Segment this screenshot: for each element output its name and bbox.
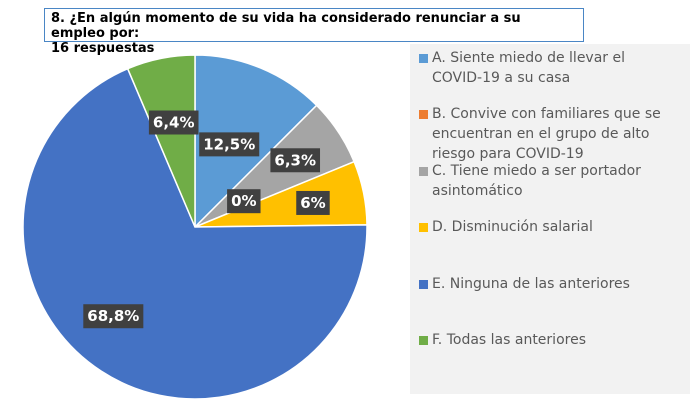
data-label-box-c xyxy=(270,148,321,173)
data-label-d: 6% xyxy=(296,190,330,215)
data-label-box-f xyxy=(148,110,199,135)
data-label-c: 6,3% xyxy=(270,148,321,173)
chart-title-line1: 8. ¿En algún momento de su vida ha consi… xyxy=(51,11,521,41)
pie-chart: 12,5% 0% 6,3% 6% 68,8% 6,4% xyxy=(22,54,368,400)
pie-slice-f xyxy=(126,54,196,228)
data-label-f: 6,4% xyxy=(148,110,199,135)
legend-swatch-a xyxy=(419,54,428,63)
chart-title: 8. ¿En algún momento de su vida ha consi… xyxy=(44,8,584,56)
legend-label-e: E. Ninguna de las anteriores xyxy=(432,276,630,292)
data-label-b: 0% xyxy=(227,189,261,214)
data-label-e: 68,8% xyxy=(83,304,144,329)
legend-label-c: C. Tiene miedo a ser portador asintomáti… xyxy=(432,163,641,199)
legend-label-b: B. Convive con familiares que se encuent… xyxy=(432,106,661,162)
data-label-text-f: 6,4% xyxy=(153,114,195,132)
legend-swatch-b xyxy=(419,110,428,119)
legend-swatch-d xyxy=(419,223,428,232)
data-label-box-a xyxy=(199,132,260,157)
legend-swatch-f xyxy=(419,336,428,345)
data-label-text-b: 0% xyxy=(231,192,256,210)
data-label-text-e: 68,8% xyxy=(87,307,139,325)
chart-title-line2: 16 respuestas xyxy=(51,41,155,56)
legend-swatch-c xyxy=(419,167,428,176)
data-label-box-b xyxy=(227,189,261,214)
data-label-text-c: 6,3% xyxy=(274,151,316,169)
legend-label-d: D. Disminución salarial xyxy=(432,219,593,235)
legend-label-a: A. Siente miedo de llevar el COVID-19 a … xyxy=(432,50,626,86)
data-label-a: 12,5% xyxy=(199,132,260,157)
chart-legend: A. Siente miedo de llevar el COVID-19 a … xyxy=(410,44,690,394)
legend-label-f: F. Todas las anteriores xyxy=(432,332,586,348)
data-label-text-d: 6% xyxy=(300,194,325,212)
data-label-text-a: 12,5% xyxy=(203,135,255,153)
legend-swatch-e xyxy=(419,280,428,289)
data-label-box-d xyxy=(296,190,330,215)
data-label-box-e xyxy=(83,304,144,329)
